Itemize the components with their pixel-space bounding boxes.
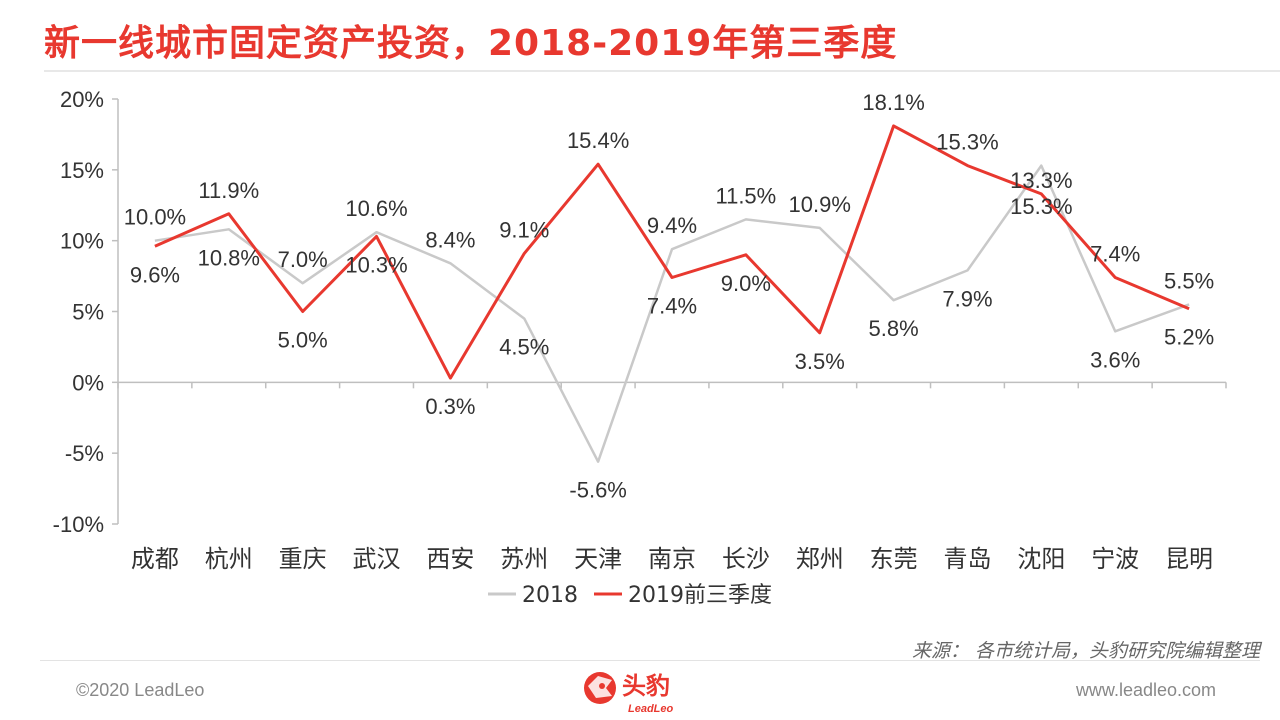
- x-tick-label: 沈阳: [1017, 545, 1065, 573]
- y-tick-label: 5%: [72, 300, 104, 325]
- data-label-2018: 7.9%: [942, 286, 992, 311]
- data-label-2018: 10.0%: [124, 205, 186, 230]
- data-label-2018: 3.6%: [1090, 347, 1140, 372]
- chart-axes: 20% 15% 10% 5% 0% -5% -10% 成都 杭州 重庆 武汉 西安 苏州 天津 南京 长沙 郑州…: [53, 87, 1227, 573]
- y-tick-label: -5%: [65, 441, 104, 466]
- data-label-2018: 11.5%: [715, 183, 776, 208]
- website-link[interactable]: www.leadleo.com: [1075, 680, 1216, 700]
- legend-label: 2018: [522, 583, 578, 608]
- data-label-2019: 0.3%: [425, 394, 475, 419]
- footer-divider: [40, 660, 1260, 661]
- data-label-2018: 9.4%: [647, 213, 697, 238]
- series-line-2019前三季度: [154, 124, 1190, 380]
- data-label-2019: 10.3%: [345, 252, 407, 277]
- logo-text: 头豹: [622, 672, 670, 700]
- logo-subtext: LeadLeo: [628, 703, 674, 715]
- x-tick-label: 重庆: [279, 545, 327, 573]
- data-label-2018: 7.0%: [278, 247, 328, 272]
- y-tick-label: 0%: [72, 370, 104, 395]
- data-label-2019: 13.3%: [1010, 168, 1072, 193]
- data-label-2018: 10.6%: [345, 196, 407, 221]
- x-tick-label: 杭州: [205, 545, 253, 573]
- x-tick-label: 南京: [648, 545, 696, 573]
- chart-legend: 2018 2019前三季度: [488, 583, 772, 608]
- line-chart: 20% 15% 10% 5% 0% -5% -10% 成都 杭州 重庆 武汉 西安 苏州 天津 南京 长沙 郑州…: [53, 87, 1227, 608]
- data-label-2019: 5.2%: [1164, 325, 1214, 350]
- data-label-2019: 5.0%: [278, 328, 328, 353]
- data-label-2018: 15.3%: [1010, 194, 1072, 219]
- x-tick-label: 郑州: [796, 545, 844, 573]
- x-tick-label: 武汉: [353, 545, 401, 573]
- data-label-2019: 7.4%: [647, 294, 697, 319]
- copyright-text: ©2020 LeadLeo: [76, 680, 205, 700]
- data-labels: 9.6% 10.0% 11.9% 10.8% 5.0% 7.0% 10.3% 10.6% 0.3…: [124, 90, 1214, 503]
- data-label-2019: 15.4%: [567, 128, 629, 153]
- data-label-2018: -5.6%: [569, 478, 626, 503]
- data-label-2019: 3.5%: [795, 349, 845, 374]
- x-tick-label: 苏州: [500, 545, 548, 573]
- data-label-2018: 5.8%: [869, 316, 919, 341]
- title-divider: [44, 70, 1280, 72]
- x-tick-label: 东莞: [870, 545, 918, 573]
- data-label-2018: 10.9%: [789, 192, 851, 217]
- x-tick-label: 西安: [426, 545, 474, 573]
- data-label-2019: 9.0%: [721, 271, 771, 296]
- data-label-2019: 15.3%: [936, 130, 998, 155]
- data-label-2018: 5.5%: [1164, 268, 1214, 293]
- x-tick-label: 宁波: [1091, 545, 1139, 573]
- data-label-2019: 9.1%: [499, 217, 549, 242]
- chart-title: 新一线城市固定资产投资，2018-2019年第三季度: [44, 23, 898, 64]
- data-label-2018: 4.5%: [499, 335, 549, 360]
- chart-series: [154, 124, 1190, 463]
- data-label-2019: 9.6%: [130, 262, 180, 287]
- data-label-2019: 11.9%: [198, 178, 259, 203]
- source-note: 来源： 各市统计局，头豹研究院编辑整理: [911, 640, 1260, 662]
- y-tick-label: 15%: [60, 158, 104, 183]
- legend-label: 2019前三季度: [628, 583, 772, 608]
- data-label-2018: 8.4%: [425, 227, 475, 252]
- data-label-2018: 10.8%: [198, 245, 260, 270]
- x-tick-label: 青岛: [943, 545, 991, 573]
- series-line-2018: [154, 164, 1190, 463]
- x-tick-label: 成都: [131, 545, 179, 573]
- y-tick-label: -10%: [53, 512, 104, 537]
- y-tick-label: 10%: [60, 229, 104, 254]
- data-label-2019: 7.4%: [1090, 242, 1140, 267]
- y-tick-label: 20%: [60, 87, 104, 112]
- leadleo-logo-icon: 头豹 LeadLeo: [584, 672, 674, 715]
- data-label-2019: 18.1%: [862, 90, 924, 115]
- x-tick-label: 昆明: [1165, 545, 1213, 573]
- x-tick-label: 长沙: [722, 545, 770, 573]
- x-tick-label: 天津: [574, 545, 622, 573]
